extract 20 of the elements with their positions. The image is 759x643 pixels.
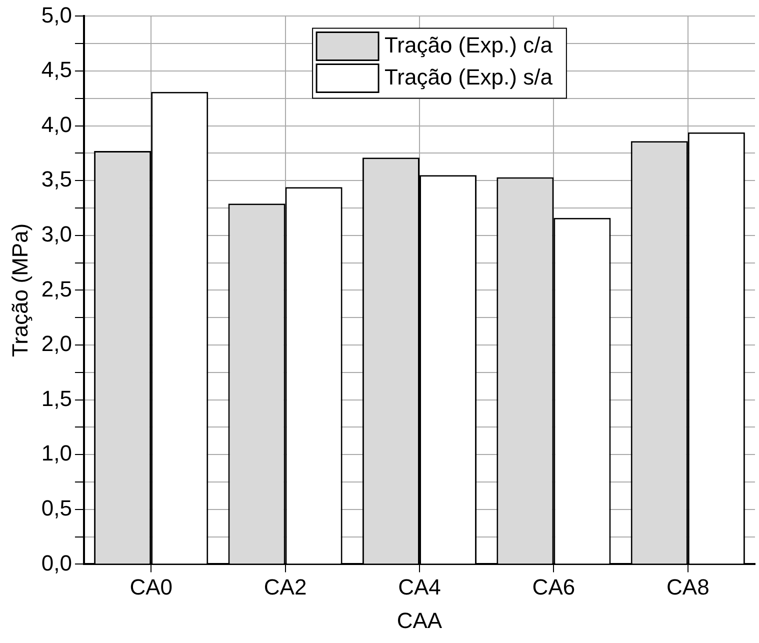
y-tick-label: 0,5 [41,495,72,520]
y-tick-label: 4,0 [41,112,72,137]
x-tick-label: CA2 [264,574,307,600]
y-tick-label: 5,0 [41,2,72,28]
y-tick-label: 3,5 [41,166,72,192]
y-tick-label: 1,0 [41,440,72,466]
y-axis-title: Tração (MPa) [7,223,32,358]
x-tick-label: CA8 [666,574,710,600]
y-tick-label: 3,0 [41,221,72,246]
legend-label: Tração (Exp.) c/a [384,32,554,58]
x-axis-title: CAA [396,608,442,633]
y-tick-label: 2,5 [41,276,72,302]
text: Tração (Exp.) s/a [384,64,554,90]
y-tick-label: 4,5 [41,57,72,82]
y-tick-label: 2,0 [41,331,72,356]
y-tick-label: 0,0 [41,550,72,576]
x-tick-label: CA6 [532,574,576,600]
y-tick-label: 1,5 [41,386,72,411]
x-tick-label: CA4 [398,574,441,600]
x-tick-label: CA0 [130,574,172,600]
